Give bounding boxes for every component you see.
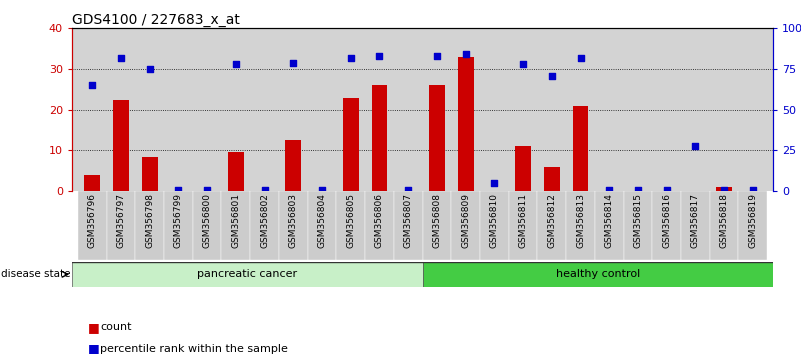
Text: GDS4100 / 227683_x_at: GDS4100 / 227683_x_at [72,13,240,27]
Point [660,187,673,192]
Bar [652,191,681,260]
Point [488,180,501,186]
Text: GSM356811: GSM356811 [518,193,528,248]
Bar [343,97,359,191]
Text: GSM356801: GSM356801 [231,193,240,248]
Bar [279,191,308,260]
Text: GSM356797: GSM356797 [116,193,126,248]
Point [115,55,127,61]
Text: GSM356803: GSM356803 [289,193,298,248]
Point [718,187,731,192]
Bar [566,191,595,260]
Point [689,143,702,148]
Point [316,187,328,192]
Bar [193,191,221,260]
Text: GSM356796: GSM356796 [87,193,97,248]
Bar [423,262,773,287]
Bar [228,153,244,191]
Bar [107,191,135,260]
Point [172,187,185,192]
Text: pancreatic cancer: pancreatic cancer [197,269,297,279]
Bar [394,191,423,260]
Point [631,187,644,192]
Text: GSM356802: GSM356802 [260,193,269,248]
Text: GSM356798: GSM356798 [145,193,154,248]
Bar [716,187,732,191]
Bar [710,191,739,260]
Text: GSM356812: GSM356812 [547,193,556,248]
Point [545,73,558,78]
Text: GSM356818: GSM356818 [719,193,729,248]
Text: GSM356799: GSM356799 [174,193,183,248]
Bar [142,156,158,191]
Bar [681,191,710,260]
Bar [423,191,451,260]
Point [603,187,616,192]
Bar [72,262,423,287]
Point [430,53,443,59]
Text: GSM356815: GSM356815 [634,193,642,248]
Text: disease state: disease state [1,269,70,279]
Point [86,82,99,88]
Point [229,61,242,67]
Bar [372,85,388,191]
Text: GSM356813: GSM356813 [576,193,585,248]
Bar [285,140,301,191]
Text: percentile rank within the sample: percentile rank within the sample [100,344,288,354]
Bar [135,191,164,260]
Bar [595,191,624,260]
Bar [336,191,365,260]
Text: ■: ■ [88,321,100,334]
Bar [573,105,589,191]
Text: GSM356800: GSM356800 [203,193,211,248]
Text: GSM356814: GSM356814 [605,193,614,248]
Bar [84,175,100,191]
Bar [624,191,652,260]
Bar [515,147,531,191]
Bar [739,191,767,260]
Bar [457,57,473,191]
Text: GSM356810: GSM356810 [490,193,499,248]
Bar [429,85,445,191]
Text: GSM356809: GSM356809 [461,193,470,248]
Bar [164,191,193,260]
Point [373,53,386,59]
Bar [544,167,560,191]
Bar [537,191,566,260]
Bar [451,191,480,260]
Text: ■: ■ [88,342,100,354]
Point [459,52,472,57]
Text: GSM356805: GSM356805 [346,193,355,248]
Bar [250,191,279,260]
Text: GSM356804: GSM356804 [317,193,327,248]
Point [747,187,759,192]
Bar [509,191,537,260]
Bar [221,191,250,260]
Point [344,55,357,61]
Point [287,60,300,65]
Bar [78,191,107,260]
Text: count: count [100,322,131,332]
Point [402,187,415,192]
Point [574,55,587,61]
Text: GSM356806: GSM356806 [375,193,384,248]
Text: GSM356808: GSM356808 [433,193,441,248]
Bar [308,191,336,260]
Text: GSM356807: GSM356807 [404,193,413,248]
Bar [480,191,509,260]
Bar [113,99,129,191]
Point [258,187,271,192]
Text: GSM356816: GSM356816 [662,193,671,248]
Text: GSM356817: GSM356817 [691,193,700,248]
Point [517,61,529,67]
Text: GSM356819: GSM356819 [748,193,758,248]
Text: healthy control: healthy control [556,269,640,279]
Bar [365,191,394,260]
Point [201,187,214,192]
Point [143,66,156,72]
